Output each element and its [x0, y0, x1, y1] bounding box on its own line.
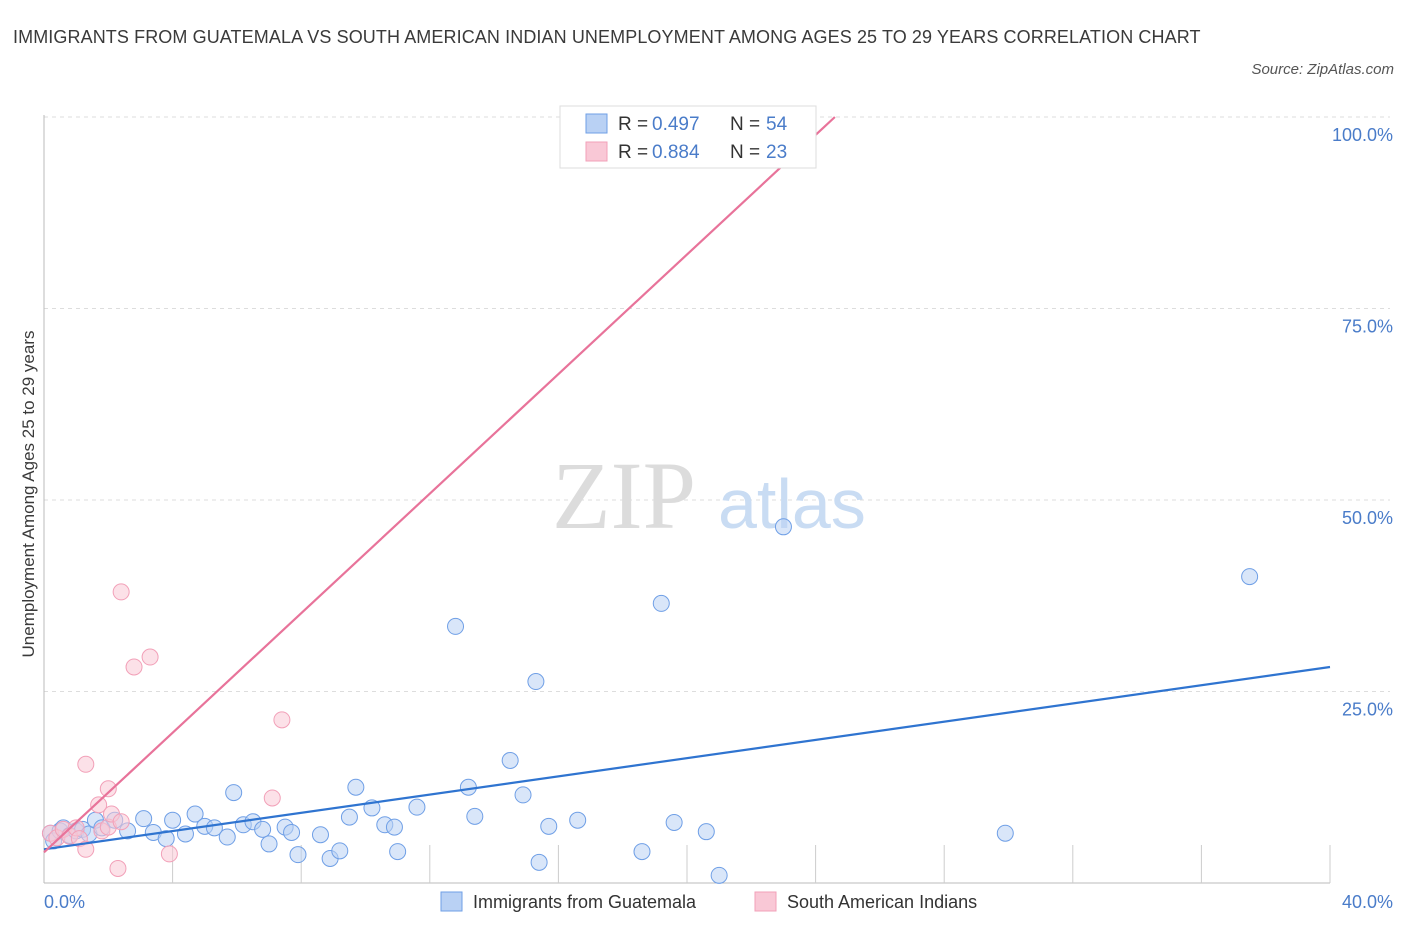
point-guatemala [254, 820, 272, 838]
source-label: Source: ZipAtlas.com [1251, 61, 1394, 78]
chart-title: IMMIGRANTS FROM GUATEMALA VS SOUTH AMERI… [13, 27, 1201, 47]
point-guatemala [164, 811, 182, 829]
point-south-american-indians [99, 780, 117, 798]
stats-n-label-guatemala: N = [730, 114, 760, 135]
point-south-american-indians [77, 840, 95, 858]
stats-box: R = 0.497 N = 54 R = 0.884 N = 23 [559, 105, 817, 169]
legend-label-guatemala: Immigrants from Guatemala [473, 892, 697, 912]
point-guatemala [527, 673, 545, 691]
y-tick-label: 100.0% [1332, 125, 1393, 145]
y-tick-labels: 100.0% 75.0% 50.0% 25.0% [1332, 125, 1393, 720]
point-guatemala [225, 784, 243, 802]
point-guatemala [665, 813, 683, 831]
point-guatemala [447, 617, 465, 635]
point-south-american-indians [90, 796, 108, 814]
y-tick-label: 75.0% [1342, 317, 1393, 337]
point-guatemala [996, 824, 1014, 842]
y-tick-label: 25.0% [1342, 700, 1393, 720]
stats-r-value-south-american-indians: 0.884 [652, 142, 700, 163]
point-south-american-indians [109, 859, 127, 877]
legend: Immigrants from Guatemala South American… [440, 891, 977, 912]
point-guatemala [331, 842, 349, 860]
point-south-american-indians [77, 755, 95, 773]
y-tick-label: 50.0% [1342, 508, 1393, 528]
trend-lines [43, 116, 1331, 854]
point-guatemala [652, 594, 670, 612]
x-tick-label-min: 0.0% [44, 892, 85, 912]
stats-n-value-south-american-indians: 23 [766, 142, 787, 163]
point-guatemala [569, 811, 587, 829]
point-guatemala [385, 818, 403, 836]
point-south-american-indians [160, 845, 178, 863]
stats-swatch-guatemala [585, 113, 608, 134]
point-guatemala [697, 823, 715, 841]
point-guatemala [540, 817, 558, 835]
point-south-american-indians [141, 648, 159, 666]
point-south-american-indians [273, 711, 291, 729]
point-guatemala [260, 835, 278, 853]
stats-n-label-south-american-indians: N = [730, 142, 760, 163]
point-guatemala [466, 807, 484, 825]
stats-n-value-guatemala: 54 [766, 114, 788, 135]
trend-line-guatemala [43, 665, 1331, 851]
point-guatemala [389, 843, 407, 861]
x-ticks [172, 845, 1331, 883]
point-guatemala [774, 518, 792, 536]
point-guatemala [311, 826, 329, 844]
point-guatemala [347, 778, 365, 796]
stats-r-value-guatemala: 0.497 [652, 114, 700, 135]
x-tick-label-max: 40.0% [1342, 892, 1393, 912]
point-guatemala [340, 808, 358, 826]
point-guatemala [710, 866, 728, 884]
point-guatemala [186, 805, 204, 823]
point-guatemala [633, 843, 651, 861]
legend-swatch-south-american-indians [754, 891, 777, 912]
watermark-atlas: atlas [718, 465, 866, 543]
y-axis-label: Unemployment Among Ages 25 to 29 years [19, 331, 38, 658]
point-south-american-indians [112, 813, 130, 831]
point-guatemala [501, 751, 519, 769]
stats-swatch-south-american-indians [585, 141, 608, 162]
grid [44, 116, 1390, 692]
point-guatemala [408, 798, 426, 816]
stats-r-label-south-american-indians: R = [618, 142, 648, 163]
watermark: ZIP atlas [552, 442, 866, 549]
stats-r-label-guatemala: R = [618, 114, 648, 135]
point-south-american-indians [263, 789, 281, 807]
point-guatemala [283, 823, 301, 841]
point-guatemala [135, 810, 153, 828]
point-guatemala [218, 828, 236, 846]
point-guatemala [530, 853, 548, 871]
watermark-zip: ZIP [552, 442, 696, 549]
point-guatemala [1241, 568, 1259, 586]
point-south-american-indians [112, 583, 130, 601]
point-south-american-indians [125, 658, 143, 676]
trend-line-south-american-indians [43, 116, 836, 854]
legend-swatch-guatemala [440, 891, 463, 912]
point-guatemala [514, 786, 532, 804]
point-guatemala [289, 846, 307, 864]
legend-label-south-american-indians: South American Indians [787, 892, 977, 912]
